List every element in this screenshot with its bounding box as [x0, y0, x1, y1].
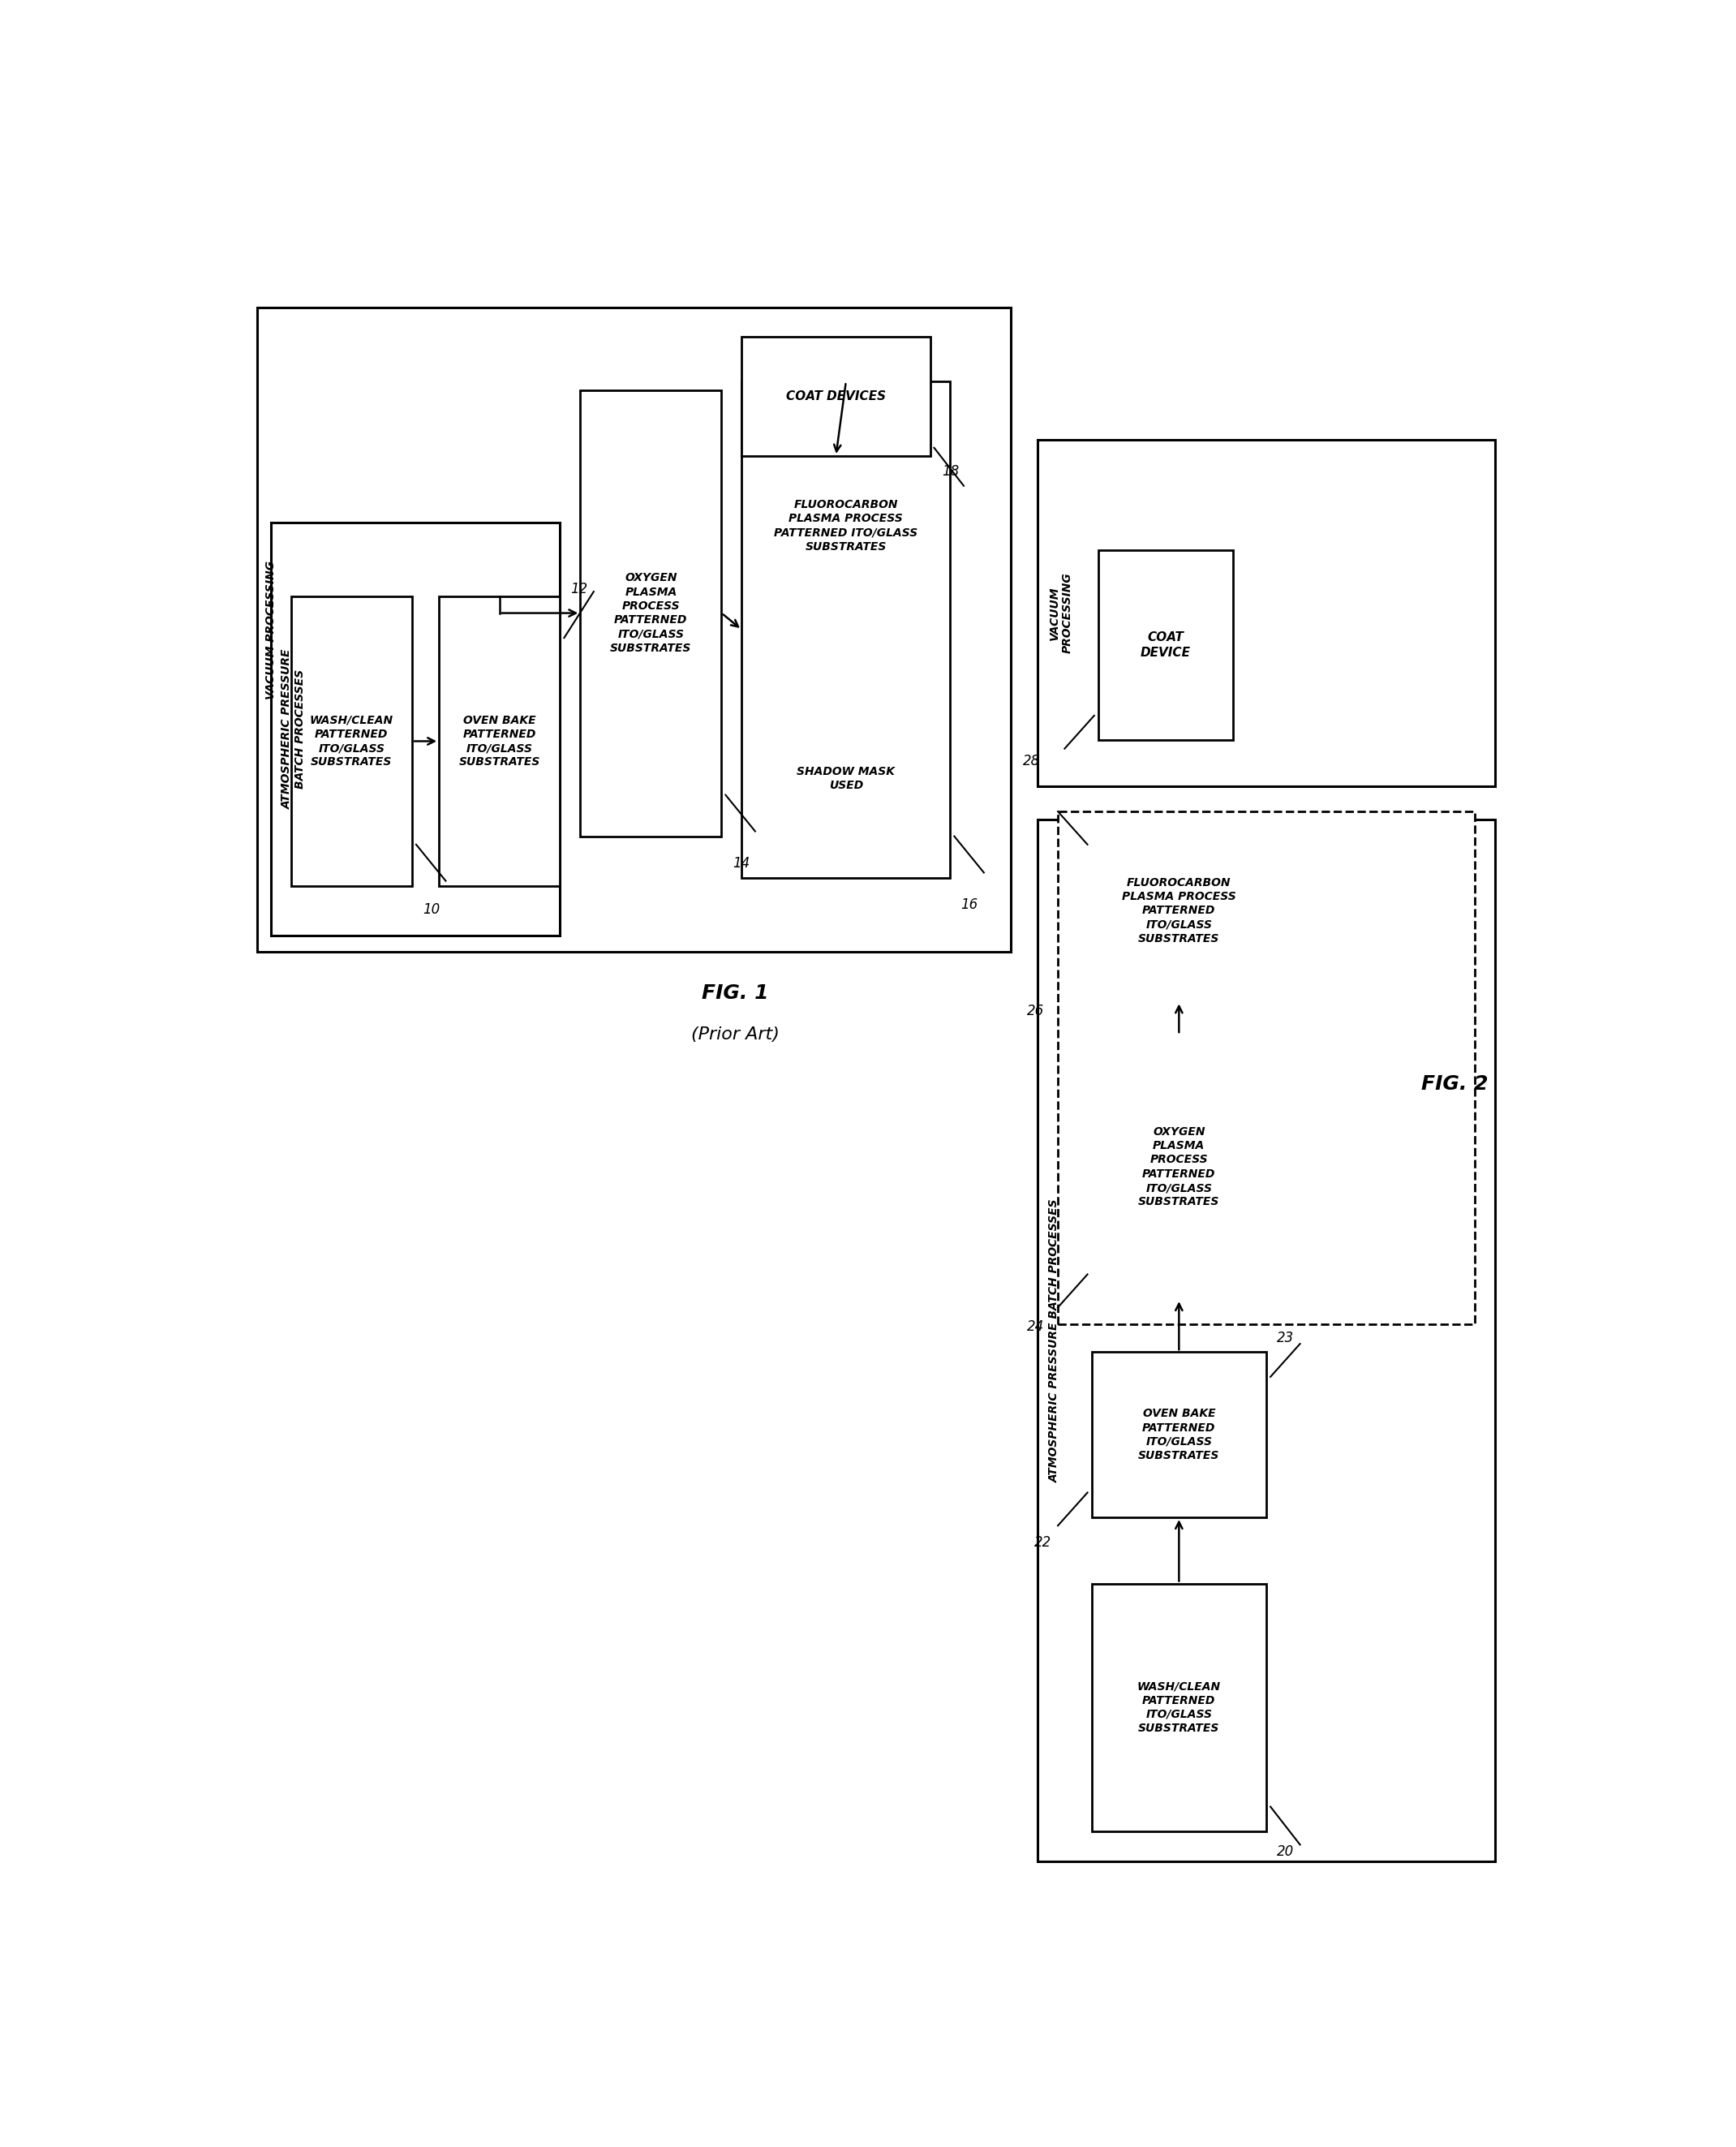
Text: 12: 12	[571, 582, 589, 597]
Text: OVEN BAKE
PATTERNED
ITO/GLASS
SUBSTRATES: OVEN BAKE PATTERNED ITO/GLASS SUBSTRATES	[1139, 1408, 1220, 1462]
Text: OXYGEN
PLASMA
PROCESS
PATTERNED
ITO/GLASS
SUBSTRATES: OXYGEN PLASMA PROCESS PATTERNED ITO/GLAS…	[1139, 1127, 1220, 1207]
Text: 18: 18	[943, 464, 960, 479]
Text: COAT DEVICES: COAT DEVICES	[786, 391, 885, 404]
Text: SHADOW MASK
USED: SHADOW MASK USED	[797, 766, 896, 790]
Text: 20: 20	[1278, 1844, 1295, 1859]
Text: WASH/CLEAN
PATTERNED
ITO/GLASS
SUBSTRATES: WASH/CLEAN PATTERNED ITO/GLASS SUBSTRATE…	[309, 715, 394, 769]
Text: FIG. 1: FIG. 1	[701, 983, 769, 1003]
Bar	[1057, 812, 1476, 1325]
Bar	[1092, 1353, 1267, 1518]
Text: 28: 28	[1023, 754, 1040, 769]
Bar	[1038, 820, 1495, 1861]
Bar	[257, 307, 1010, 951]
Text: OVEN BAKE
PATTERNED
ITO/GLASS
SUBSTRATES: OVEN BAKE PATTERNED ITO/GLASS SUBSTRATES	[458, 715, 540, 769]
Bar	[1092, 820, 1267, 1001]
Text: 16: 16	[962, 897, 979, 912]
Bar	[1099, 550, 1233, 741]
Bar	[741, 337, 930, 455]
Text: 26: 26	[1028, 1003, 1045, 1018]
Text: 10: 10	[424, 902, 441, 917]
Text: 22: 22	[1035, 1535, 1052, 1550]
Text: ATMOSPHERIC PRESSURE BATCH PROCESSES: ATMOSPHERIC PRESSURE BATCH PROCESSES	[1049, 1198, 1059, 1481]
Text: FIG. 2: FIG. 2	[1422, 1074, 1488, 1095]
Text: (Prior Art): (Prior Art)	[691, 1026, 779, 1043]
Bar	[580, 391, 722, 835]
Text: ATMOSPHERIC PRESSURE
BATCH PROCESSES: ATMOSPHERIC PRESSURE BATCH PROCESSES	[281, 648, 306, 809]
Text: VACUUM
PROCESSING: VACUUM PROCESSING	[1049, 573, 1073, 653]
Bar	[439, 597, 561, 887]
Text: 14: 14	[733, 857, 750, 872]
Text: OXYGEN
PLASMA
PROCESS
PATTERNED
ITO/GLASS
SUBSTRATES: OXYGEN PLASMA PROCESS PATTERNED ITO/GLAS…	[609, 573, 691, 655]
Bar	[1092, 1035, 1267, 1299]
Bar	[1092, 1584, 1267, 1831]
Bar	[1038, 440, 1495, 786]
Text: FLUOROCARBON
PLASMA PROCESS
PATTERNED ITO/GLASS
SUBSTRATES: FLUOROCARBON PLASMA PROCESS PATTERNED IT…	[774, 498, 918, 552]
Text: 23: 23	[1278, 1331, 1295, 1346]
Bar	[292, 597, 411, 887]
Text: VACUUM PROCESSING: VACUUM PROCESSING	[266, 560, 276, 700]
Text: WASH/CLEAN
PATTERNED
ITO/GLASS
SUBSTRATES: WASH/CLEAN PATTERNED ITO/GLASS SUBSTRATE…	[1137, 1681, 1220, 1735]
Text: 24: 24	[1028, 1318, 1045, 1333]
Text: COAT
DEVICE: COAT DEVICE	[1141, 631, 1191, 659]
Text: FLUOROCARBON
PLASMA PROCESS
PATTERNED
ITO/GLASS
SUBSTRATES: FLUOROCARBON PLASMA PROCESS PATTERNED IT…	[1121, 876, 1236, 945]
Bar	[741, 382, 950, 878]
Bar	[271, 522, 561, 936]
